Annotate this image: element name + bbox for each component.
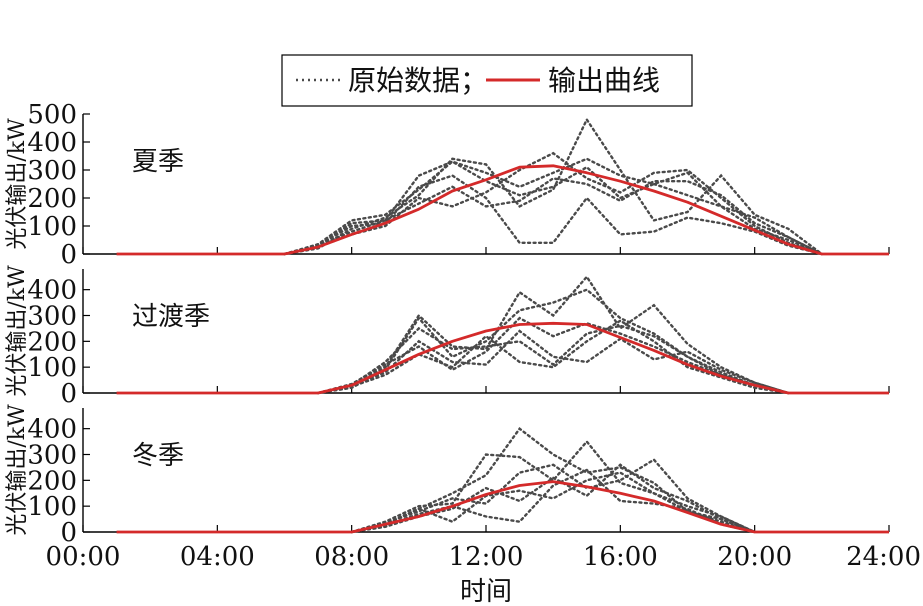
raw-data-series: [316, 316, 790, 395]
y-tick-label: 400: [27, 415, 77, 445]
raw-data-series: [316, 324, 790, 395]
x-tick-label: 00:00: [46, 542, 121, 572]
legend: 原始数据； 输出曲线: [281, 54, 693, 107]
season-label: 过渡季: [132, 302, 210, 332]
y-axis-label: 光伏输出/kW: [5, 404, 30, 536]
output-curve: [116, 321, 889, 395]
x-axis-label: 时间: [460, 577, 512, 606]
raw-data-series: [350, 458, 756, 534]
x-tick-label: 24:00: [846, 542, 921, 572]
legend-output-label: 输出曲线: [548, 64, 660, 97]
y-tick-label: 100: [27, 212, 77, 242]
y-tick-label: 500: [27, 100, 77, 130]
raw-data-series: [283, 160, 823, 256]
raw-data-series: [283, 157, 823, 256]
y-tick-label: 300: [27, 302, 77, 332]
y-tick-label: 0: [60, 379, 77, 409]
x-tick-label: 08:00: [314, 542, 389, 572]
y-tick-label: 100: [27, 353, 77, 383]
y-tick-label: 300: [27, 156, 77, 186]
raw-data-series: [316, 274, 790, 395]
output-curve: [116, 480, 889, 534]
raw-data-series: [350, 468, 756, 534]
y-tick-label: 200: [27, 184, 77, 214]
y-tick-label: 200: [27, 327, 77, 357]
y-tick-label: 200: [27, 466, 77, 496]
raw-data-series: [316, 288, 790, 395]
legend-raw-label: 原始数据；: [348, 64, 488, 97]
raw-data-series: [283, 151, 823, 256]
x-tick-label: 12:00: [449, 542, 524, 572]
x-axis: 00:00 04:00 08:00 12:00 16:00 20:00 24:00: [46, 542, 921, 572]
raw-data-series: [316, 319, 790, 395]
output-curve: [116, 164, 889, 256]
y-tick-label: 100: [27, 492, 77, 522]
raw-data-series: [316, 329, 790, 395]
y-axis-label: 光伏输出/kW: [5, 118, 30, 250]
y-tick-label: 400: [27, 128, 77, 158]
y-axis-label: 光伏输出/kW: [5, 265, 30, 397]
y-tick-label: 300: [27, 441, 77, 471]
y-tick-label: 0: [60, 518, 77, 548]
y-tick-label: 0: [60, 240, 77, 270]
season-label: 夏季: [132, 147, 184, 177]
raw-data-series: [283, 117, 823, 256]
season-label: 冬季: [132, 441, 184, 471]
x-tick-label: 16:00: [583, 542, 658, 572]
x-tick-label: 20:00: [717, 542, 792, 572]
y-tick-label: 400: [27, 276, 77, 306]
x-tick-label: 04:00: [180, 542, 255, 572]
raw-data-series: [283, 177, 823, 256]
raw-data-series: [350, 439, 756, 534]
raw-data-series: [350, 463, 756, 534]
